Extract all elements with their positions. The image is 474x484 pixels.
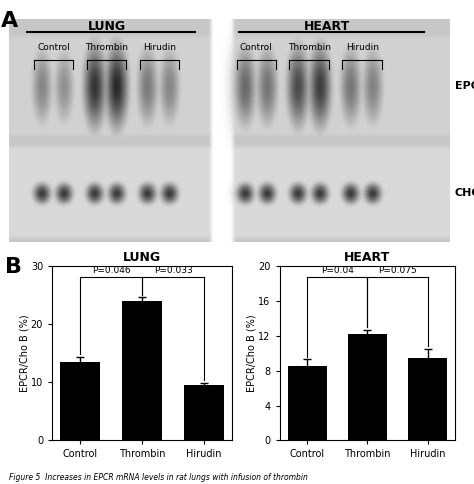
Bar (60, 362, 100, 440)
Text: HEART: HEART (304, 19, 350, 32)
Title: HEART: HEART (344, 251, 391, 264)
Bar (408, 358, 447, 440)
Text: EPCR: EPCR (455, 81, 474, 91)
Text: Figure 5  Increases in EPCR mRNA levels in rat lungs with infusion of thrombin: Figure 5 Increases in EPCR mRNA levels i… (9, 472, 309, 482)
Bar (288, 366, 327, 440)
Bar (348, 334, 387, 440)
Text: LUNG: LUNG (87, 19, 126, 32)
Text: Thrombin: Thrombin (85, 43, 128, 52)
Text: CHO-B: CHO-B (455, 188, 474, 198)
Text: P=0.033: P=0.033 (154, 266, 192, 275)
Text: Hirudin: Hirudin (346, 43, 379, 52)
Y-axis label: EPCR/Cho B (%): EPCR/Cho B (%) (19, 315, 29, 392)
Text: Hirudin: Hirudin (143, 43, 176, 52)
Text: A: A (0, 12, 18, 31)
Text: B: B (5, 257, 22, 276)
Y-axis label: EPCR/Cho B (%): EPCR/Cho B (%) (247, 315, 257, 392)
Text: P=0.046: P=0.046 (92, 266, 131, 275)
Title: LUNG: LUNG (123, 251, 161, 264)
Bar (184, 385, 224, 440)
Text: Control: Control (37, 43, 70, 52)
Text: P=0.075: P=0.075 (378, 266, 417, 275)
Bar (122, 301, 162, 440)
Text: Control: Control (240, 43, 273, 52)
Text: P=0.04: P=0.04 (321, 266, 354, 275)
Text: Thrombin: Thrombin (288, 43, 331, 52)
